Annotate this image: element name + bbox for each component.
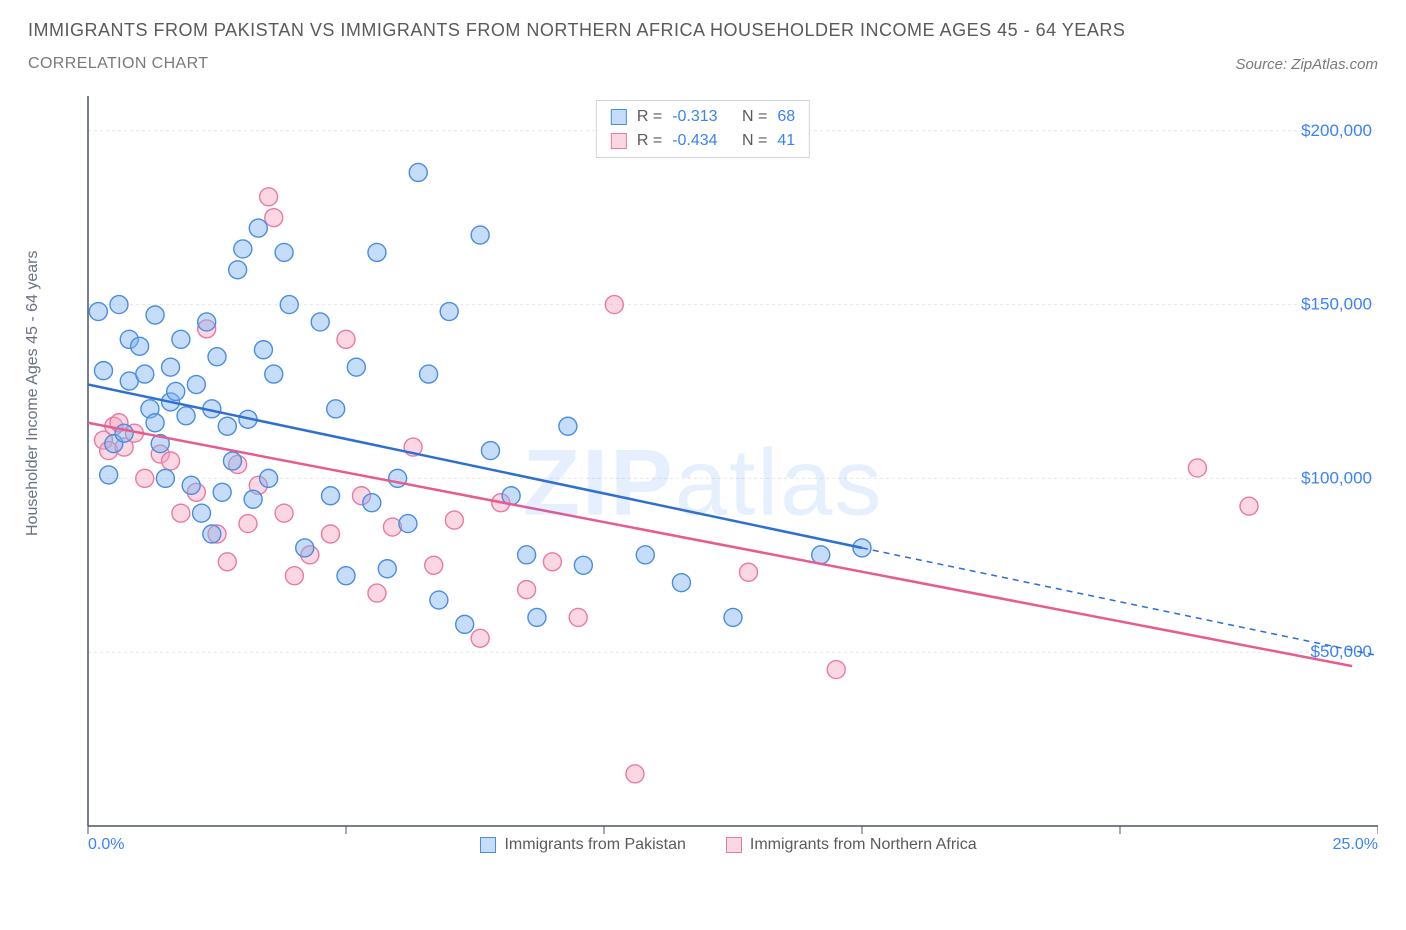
legend-r-value-a: -0.313 [672, 105, 717, 129]
legend-n-label-b: N = [742, 129, 767, 153]
legend-n-value-a: 68 [777, 105, 795, 129]
svg-text:$200,000: $200,000 [1301, 121, 1372, 140]
svg-text:$100,000: $100,000 [1301, 468, 1372, 487]
x-axis-legend: 0.0% Immigrants from Pakistan Immigrants… [88, 836, 1378, 854]
correlation-legend: R = -0.313 N = 68 R = -0.434 N = 41 [596, 100, 810, 158]
svg-text:$50,000: $50,000 [1311, 642, 1372, 661]
legend-swatch-b [611, 133, 627, 149]
legend-row-a: R = -0.313 N = 68 [611, 105, 795, 129]
chart-source: Source: ZipAtlas.com [1235, 56, 1378, 73]
legend-r-value-b: -0.434 [672, 129, 717, 153]
legend-n-value-b: 41 [777, 129, 795, 153]
legend-row-b: R = -0.434 N = 41 [611, 129, 795, 153]
x-max-label: 25.0% [1333, 836, 1378, 854]
series-a-swatch [480, 837, 496, 853]
chart-title: IMMIGRANTS FROM PAKISTAN VS IMMIGRANTS F… [28, 20, 1378, 41]
series-a-name: Immigrants from Pakistan [504, 836, 685, 854]
series-a-legend: Immigrants from Pakistan [480, 836, 685, 854]
legend-r-label-a: R = [637, 105, 662, 129]
x-min-label: 0.0% [88, 836, 124, 854]
legend-n-label-a: N = [742, 105, 767, 129]
legend-swatch-a [611, 109, 627, 125]
scatter-plot: $50,000 $100,000 $150,000 $200,000 [28, 96, 1378, 856]
chart-subtitle: CORRELATION CHART [28, 55, 208, 73]
series-b-swatch [726, 837, 742, 853]
svg-text:$150,000: $150,000 [1301, 295, 1372, 314]
chart-area: Householder Income Ages 45 - 64 years ZI… [28, 96, 1378, 856]
series-b-legend: Immigrants from Northern Africa [726, 836, 977, 854]
y-axis-label: Householder Income Ages 45 - 64 years [24, 251, 42, 537]
series-b-name: Immigrants from Northern Africa [750, 836, 977, 854]
legend-r-label-b: R = [637, 129, 662, 153]
